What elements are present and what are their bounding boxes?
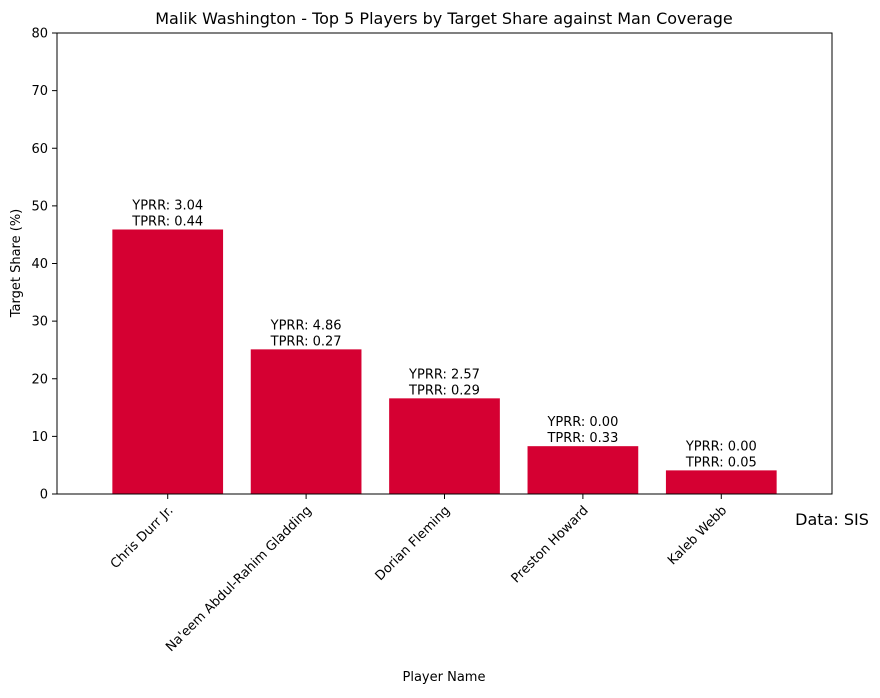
bar-annotation-yprr: YPRR: 3.04 [131, 199, 203, 214]
y-tick-label: 20 [31, 372, 48, 387]
bar-annotation-tprr: TPRR: 0.05 [685, 455, 757, 470]
plot-frame [56, 32, 833, 495]
bar [389, 398, 500, 494]
y-tick-label: 10 [31, 430, 48, 445]
bar [665, 470, 777, 494]
y-axis-label: Target Share (%) [9, 209, 24, 319]
x-tick-label: Chris Durr Jr. [108, 503, 177, 572]
x-tick-label: Kaleb Webb [665, 503, 730, 568]
bar [250, 349, 362, 494]
bar-annotation-tprr: TPRR: 0.27 [270, 334, 342, 349]
bar-annotation-tprr: TPRR: 0.29 [408, 383, 480, 398]
x-tick-label: Dorian Fleming [373, 503, 454, 584]
x-tick-label: Preston Howard [509, 503, 592, 586]
y-tick-label: 50 [31, 199, 48, 214]
bar-annotation-yprr: YPRR: 2.57 [408, 367, 480, 382]
y-tick-label: 60 [31, 142, 48, 157]
bar-annotation-yprr: YPRR: 0.00 [546, 415, 618, 430]
bar-annotation-tprr: TPRR: 0.44 [131, 215, 203, 230]
source-note: Data: SIS [795, 510, 869, 529]
y-tick-label: 40 [31, 257, 48, 272]
y-tick-label: 70 [31, 84, 48, 99]
y-axis: 0 10 20 30 40 50 60 70 80 [31, 27, 57, 503]
x-axis-label: Player Name [403, 670, 486, 685]
chart-title: Malik Washington - Top 5 Players by Targ… [155, 9, 732, 28]
bar-annotation-tprr: TPRR: 0.33 [546, 431, 618, 446]
x-axis: Chris Durr Jr.Na'eem Abdul-Rahim Gladdin… [108, 494, 730, 655]
y-tick-label: 80 [31, 27, 48, 42]
x-tick-label: Na'eem Abdul-Rahim Gladding [163, 503, 315, 655]
bars [112, 229, 777, 494]
bar-annotation-yprr: YPRR: 0.00 [685, 439, 757, 454]
y-tick-label: 30 [31, 315, 48, 330]
bar [527, 446, 639, 494]
bar-annotation-yprr: YPRR: 4.86 [270, 318, 342, 333]
bar [112, 229, 224, 494]
y-tick-label: 0 [40, 488, 48, 503]
